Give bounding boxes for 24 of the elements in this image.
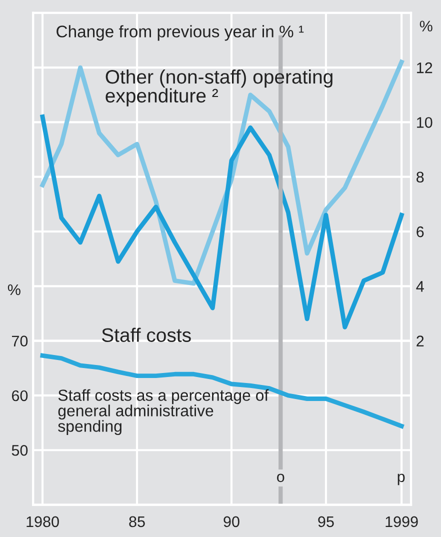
y2-tick-label: 6 <box>416 226 424 238</box>
y-axis-title: % <box>8 284 20 296</box>
y2-tick-label: 4 <box>416 281 424 292</box>
series-label: Staff costs <box>102 328 191 342</box>
x-tick-label: 90 <box>224 516 240 528</box>
y2-tick-label: 10 <box>417 117 432 128</box>
y2-tick-label: 12 <box>417 62 432 74</box>
y2-tick-label: 8 <box>416 172 424 183</box>
x-tick-label: 85 <box>129 516 145 528</box>
series-label: Staff costs as a percentage of general administrative spending <box>58 389 269 436</box>
annotation: p <box>398 474 405 486</box>
y2-tick-label: 2 <box>416 336 424 346</box>
x-tick-label: 1980 <box>26 516 59 528</box>
ref-line-label: o <box>277 474 284 482</box>
y-tick-label: 70 <box>12 336 28 346</box>
x-tick-label: 1999 <box>386 516 418 528</box>
text: Change from previous year in % ¹ <box>56 25 304 41</box>
x-tick-label: 95 <box>318 516 334 528</box>
y-tick-label: 60 <box>12 390 28 402</box>
series-label: Other (non-staff) operating expenditure ² <box>106 69 332 106</box>
line-series <box>40 60 404 286</box>
y2-axis-title: % <box>420 20 432 32</box>
line-series <box>40 114 404 330</box>
y-tick-label: 50 <box>12 444 28 456</box>
